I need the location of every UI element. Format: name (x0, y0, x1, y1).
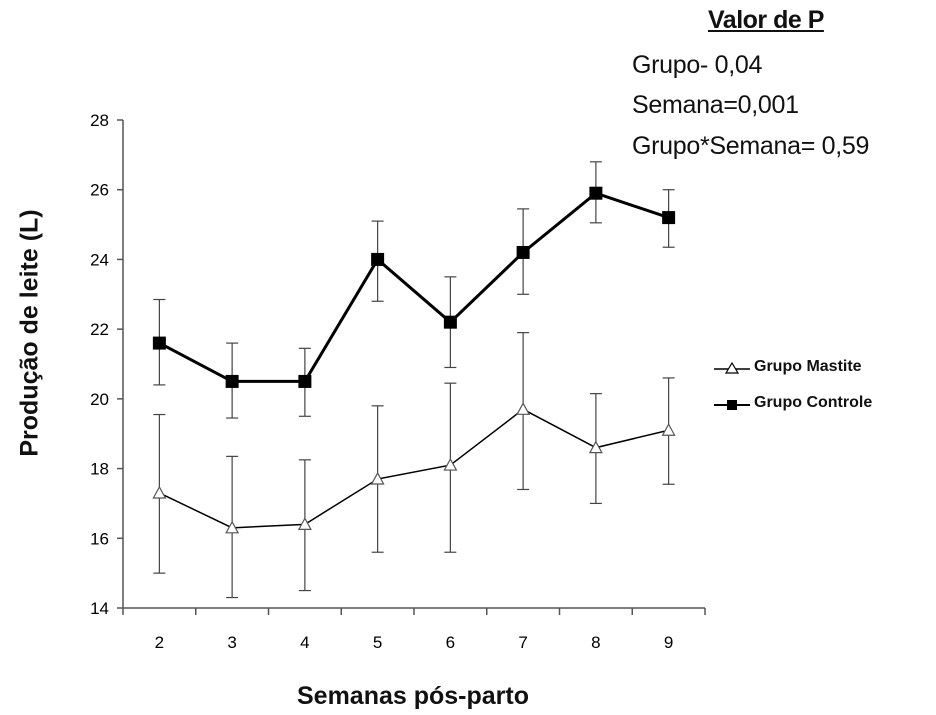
point-controle (443, 315, 457, 329)
x-tick-label: 9 (664, 633, 673, 652)
point-mastite (516, 402, 531, 415)
point-mastite (443, 457, 458, 471)
point-mastite (152, 485, 167, 499)
point-controle (516, 245, 530, 259)
axes: 14 16 18 20 22 24 26 28 2 3 4 5 6 7 8 9 (90, 111, 706, 652)
legend-marker-triangle-icon (714, 361, 750, 374)
point-controle (225, 374, 239, 388)
point-mastite (661, 422, 676, 436)
y-tick-label: 16 (90, 529, 109, 548)
legend-label-mastite: Grupo Mastite (754, 358, 862, 375)
x-tick-label: 7 (518, 633, 527, 652)
point-controle (662, 211, 676, 225)
legend-marker-square-icon (714, 400, 750, 410)
y-tick-label: 18 (90, 460, 109, 479)
x-tick-label: 2 (155, 633, 164, 652)
point-controle (371, 252, 385, 266)
legend-item-controle: Grupo Controle (712, 394, 872, 416)
point-controle (298, 374, 312, 388)
legend-item-mastite: Grupo Mastite (712, 358, 862, 380)
series-line-mastite (159, 408, 669, 529)
series-line-controle (158, 191, 670, 383)
x-tick-label: 6 (446, 633, 455, 652)
x-axis-label: Semanas pós-parto (296, 682, 530, 710)
x-tick-label: 5 (373, 633, 382, 652)
point-controle (589, 186, 603, 200)
y-tick-label: 22 (90, 320, 109, 339)
p-value-grupo: Grupo- 0,04 (632, 51, 763, 79)
point-mastite (297, 517, 312, 530)
point-mastite (588, 440, 603, 454)
point-mastite (370, 471, 385, 485)
y-tick-label: 28 (90, 111, 109, 130)
y-axis-label: Produção de leite (L) (15, 209, 44, 457)
y-tick-label: 20 (90, 390, 109, 409)
y-tick-label: 14 (90, 599, 109, 618)
y-tick-label: 26 (90, 181, 109, 200)
x-tick-label: 3 (227, 633, 236, 652)
point-mastite (225, 520, 240, 534)
p-value-semana: Semana=0,001 (632, 91, 799, 119)
p-value-interaction: Grupo*Semana= 0,59 (632, 132, 870, 160)
p-value-title: Valor de P (708, 6, 824, 34)
point-controle (152, 336, 166, 350)
legend-label-controle: Grupo Controle (754, 394, 873, 411)
series-layer (152, 161, 676, 599)
y-tick-label: 24 (90, 250, 109, 269)
x-tick-label: 4 (300, 633, 309, 652)
x-tick-label: 8 (591, 633, 600, 652)
